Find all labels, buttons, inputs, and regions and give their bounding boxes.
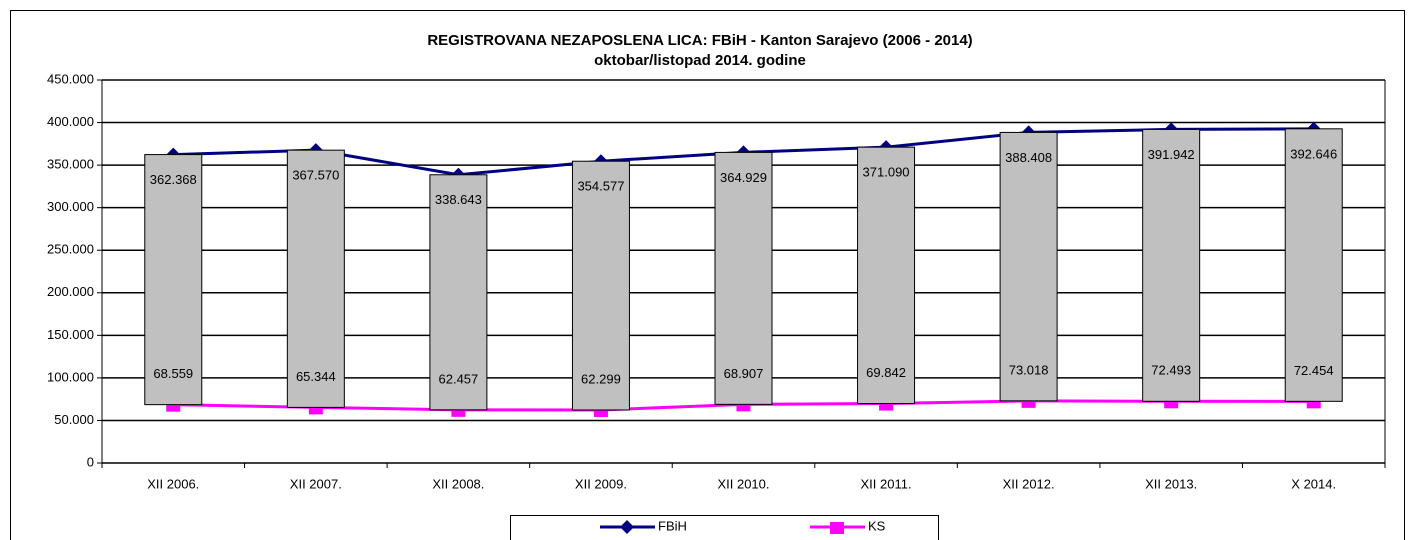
updown-bar [571,160,630,411]
y-tick-label: 350.000 [47,157,94,172]
chart-title: REGISTROVANA NEZAPOSLENA LICA: FBiH - Ka… [427,32,972,49]
data-label: 69.842 [866,365,906,380]
x-tick-label: X 2014. [1291,476,1336,491]
y-tick-label: 250.000 [47,242,94,257]
updown-bar [857,146,916,405]
x-tick-label: XII 2006. [147,476,199,491]
x-tick-label: XII 2012. [1003,476,1055,491]
y-tick-label: 300.000 [47,199,94,214]
data-label: 68.907 [724,366,764,381]
data-label: 392.646 [1290,146,1337,161]
x-tick-label: XII 2007. [290,476,342,491]
updown-bar [999,131,1058,402]
chart-subtitle: oktobar/listopad 2014. godine [594,52,806,69]
data-label: 65.344 [296,369,336,384]
data-label: 371.090 [863,165,910,180]
data-label: 388.408 [1005,150,1052,165]
x-tick-label: XII 2009. [575,476,627,491]
x-tick-label: XII 2010. [717,476,769,491]
data-label: 338.643 [435,192,482,207]
data-label: 362.368 [150,172,197,187]
updown-bar [144,154,203,406]
marker [830,522,844,534]
data-label: 354.577 [577,179,624,194]
x-tick-label: XII 2008. [432,476,484,491]
data-label: 68.559 [153,366,193,381]
data-label: 72.454 [1294,363,1334,378]
y-tick-label: 100.000 [47,369,94,384]
y-tick-label: 450.000 [47,71,94,86]
x-tick-label: XII 2011. [861,476,912,491]
updown-bar [429,174,488,411]
data-label: 62.299 [581,371,621,386]
updown-bar [714,151,773,405]
data-label: 364.929 [720,170,767,185]
data-label: 73.018 [1009,362,1049,377]
updown-bar [286,149,345,408]
data-label: 62.457 [439,371,479,386]
x-tick-label: XII 2013. [1145,476,1197,491]
updown-bar [1284,128,1343,402]
y-tick-label: 50.000 [54,412,94,427]
data-label: 391.942 [1148,147,1195,162]
updown-bar [1142,128,1201,402]
data-label: 72.493 [1151,363,1191,378]
marker [620,520,634,534]
legend-box [510,515,939,540]
y-tick-label: 0 [87,454,94,469]
y-tick-label: 150.000 [47,327,94,342]
data-label: 367.570 [292,168,339,183]
y-tick-label: 400.000 [47,114,94,129]
y-tick-label: 200.000 [47,284,94,299]
legend-label: FBiH [658,518,687,533]
legend-label: KS [868,518,886,533]
